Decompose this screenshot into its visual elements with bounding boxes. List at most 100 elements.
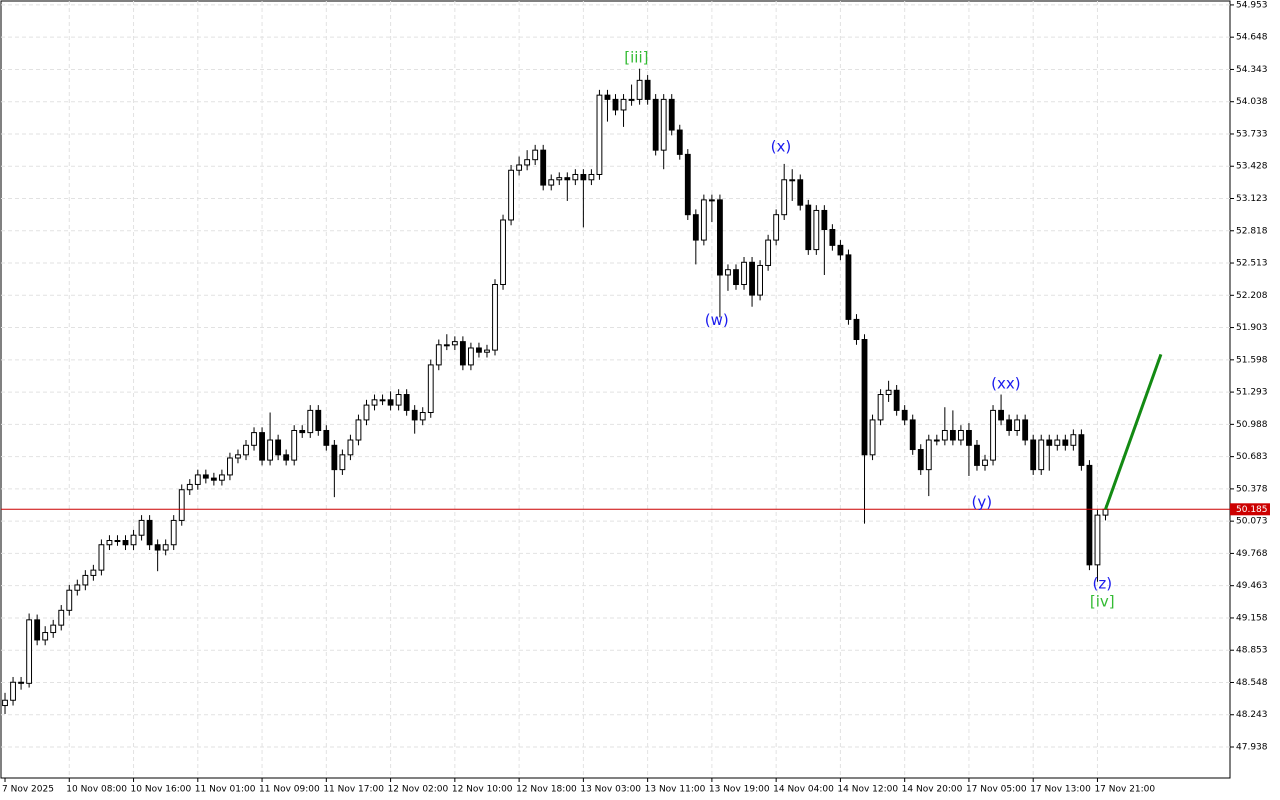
candle-body xyxy=(668,98,675,131)
candle-body xyxy=(283,454,290,461)
candle-body xyxy=(379,399,386,402)
candle-body xyxy=(58,609,65,626)
candle-body xyxy=(227,457,233,476)
candle-body xyxy=(42,632,49,641)
candle-body xyxy=(1102,508,1109,516)
candle-body xyxy=(966,429,972,446)
candle-body xyxy=(749,261,755,296)
candle-body xyxy=(1046,439,1053,446)
candle-body xyxy=(572,173,579,181)
candle-body xyxy=(1030,439,1037,471)
candle-body xyxy=(781,179,788,216)
candle-body xyxy=(877,394,884,421)
candle-body xyxy=(194,474,201,485)
y-tick-label: 50.683 xyxy=(1236,452,1268,462)
candle-body xyxy=(387,399,394,406)
x-tick-label: 13 Nov 19:00 xyxy=(709,785,770,795)
candle-body xyxy=(162,544,169,551)
candle-body xyxy=(427,364,434,414)
candle-body xyxy=(684,153,691,216)
candle-body xyxy=(949,429,956,441)
candle-body xyxy=(443,344,450,347)
x-tick-label: 12 Nov 18:00 xyxy=(516,785,577,795)
candle-body xyxy=(725,269,731,276)
candle-body xyxy=(138,519,145,536)
candle-body xyxy=(805,204,812,251)
wave-label: (xx) xyxy=(991,374,1020,392)
y-tick-label: 52.513 xyxy=(1236,259,1268,269)
candle-body xyxy=(419,412,426,421)
candle-body xyxy=(741,261,747,286)
candle-body xyxy=(925,439,932,471)
candle-body xyxy=(1078,434,1085,466)
candle-body xyxy=(492,284,498,351)
wave-label: (y) xyxy=(971,493,992,511)
candle-body xyxy=(982,459,988,466)
candle-body xyxy=(106,540,113,546)
y-tick-label: 52.818 xyxy=(1236,226,1268,236)
candle-body xyxy=(644,79,651,100)
candle-body xyxy=(1086,464,1093,566)
candle-body xyxy=(218,474,225,481)
candle-body xyxy=(660,98,667,151)
y-tick-label: 49.158 xyxy=(1236,613,1268,623)
candle-body xyxy=(1062,439,1069,446)
x-tick-label: 14 Nov 12:00 xyxy=(837,785,898,795)
candle-body xyxy=(797,179,804,206)
candle-body xyxy=(901,409,908,421)
candle-body xyxy=(612,98,619,111)
candle-body xyxy=(178,489,185,521)
candle-body xyxy=(998,409,1004,421)
candle-body xyxy=(251,432,257,446)
candle-body xyxy=(323,429,330,446)
candle-body xyxy=(130,534,137,546)
candle-body xyxy=(717,199,723,276)
y-tick-label: 52.208 xyxy=(1236,291,1268,301)
candle-body xyxy=(202,474,209,479)
candle-body xyxy=(508,169,514,221)
candle-body xyxy=(299,429,306,434)
candle-body xyxy=(500,219,506,286)
candle-body xyxy=(628,98,635,101)
candle-body xyxy=(708,199,715,202)
candle-body xyxy=(50,624,57,634)
y-tick-label: 54.648 xyxy=(1236,33,1268,43)
candle-body xyxy=(74,584,81,591)
candle-body xyxy=(459,341,466,366)
candle-body xyxy=(789,179,796,182)
candle-body xyxy=(813,209,820,251)
candle-body xyxy=(451,341,458,346)
candle-body xyxy=(652,98,659,151)
x-tick-label: 13 Nov 11:00 xyxy=(645,785,706,795)
y-tick-label: 51.903 xyxy=(1236,323,1268,333)
y-tick-label: 50.378 xyxy=(1236,484,1268,494)
candle-body xyxy=(909,419,916,451)
candle-body xyxy=(267,439,274,461)
y-tick-label: 51.293 xyxy=(1236,388,1268,398)
candle-body xyxy=(765,239,772,266)
candle-body xyxy=(395,394,402,406)
x-tick-label: 12 Nov 10:00 xyxy=(452,785,513,795)
x-tick-label: 10 Nov 16:00 xyxy=(131,785,192,795)
candle-body xyxy=(235,454,241,459)
x-tick-label: 10 Nov 08:00 xyxy=(66,785,127,795)
candle-body xyxy=(275,439,282,456)
candle-body xyxy=(331,444,338,471)
candle-body xyxy=(990,409,996,461)
candle-body xyxy=(355,419,362,441)
candle-body xyxy=(1006,419,1013,431)
candle-body xyxy=(1070,434,1077,446)
candle-body xyxy=(700,199,707,241)
candle-body xyxy=(210,477,217,481)
x-tick-label: 17 Nov 05:00 xyxy=(966,785,1027,795)
candle-body xyxy=(291,429,298,461)
candle-body xyxy=(403,394,410,411)
last-price-box xyxy=(1230,503,1270,516)
y-tick-label: 48.243 xyxy=(1236,710,1268,720)
candle-body xyxy=(10,681,16,701)
x-tick-label: 11 Nov 09:00 xyxy=(259,785,320,795)
candle-body xyxy=(1014,419,1021,431)
candle-body xyxy=(315,409,322,431)
candle-body xyxy=(259,432,265,461)
candle-body xyxy=(468,347,474,366)
